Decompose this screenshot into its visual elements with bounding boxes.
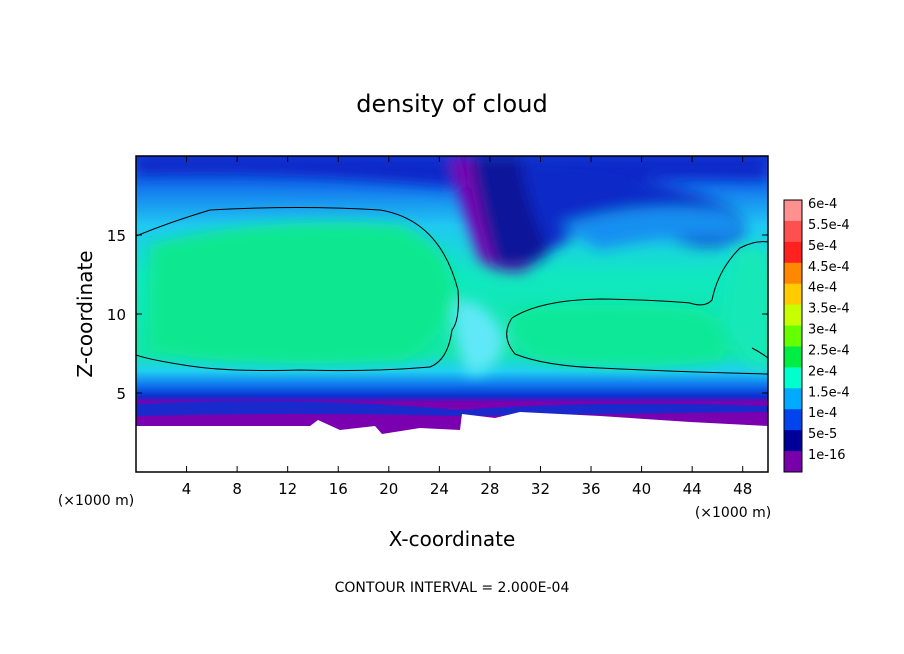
- x-tick-label: 12: [278, 480, 297, 498]
- x-tick-label: 48: [733, 480, 752, 498]
- x-tick-label: 40: [632, 480, 651, 498]
- colorbar-swatch: [784, 241, 802, 264]
- x-unit-label-right: (×1000 m): [695, 505, 771, 521]
- x-tick-label: 8: [232, 480, 242, 498]
- x-tick-group: 4 8 12 16 20 24 28 32 36 40 44 48: [182, 156, 752, 498]
- colorbar-swatch: [784, 367, 802, 389]
- x-tick-label: 16: [329, 480, 348, 498]
- colorbar-swatch: [784, 346, 802, 368]
- colorbar-label: 4e-4: [808, 281, 837, 296]
- y-axis-label: Z-coordinate: [73, 250, 97, 377]
- colorbar-swatch: [784, 304, 802, 327]
- colorbar-swatch: [784, 283, 802, 306]
- colorbar-label: 2.5e-4: [808, 343, 850, 358]
- colorbar-swatch: [784, 430, 802, 452]
- colorbar-label: 1e-4: [808, 406, 837, 421]
- x-unit-label-left: (×1000 m): [58, 493, 134, 509]
- heatmap-field: [136, 156, 768, 472]
- contour-interval-label: CONTOUR INTERVAL = 2.000E-04: [335, 580, 570, 596]
- colorbar-label: 5.5e-4: [808, 218, 850, 233]
- x-tick-label: 44: [683, 480, 702, 498]
- colorbar-label: 6e-4: [808, 197, 837, 212]
- colorbar-swatch: [784, 451, 802, 473]
- colorbar-label: 3e-4: [808, 323, 837, 338]
- y-tick-label: 5: [116, 385, 126, 403]
- x-tick-label: 20: [379, 480, 398, 498]
- colorbar-swatch: [784, 220, 802, 243]
- x-axis-label: X-coordinate: [389, 527, 516, 551]
- chart-title: density of cloud: [356, 90, 547, 118]
- x-tick-label: 24: [430, 480, 449, 498]
- colorbar-swatch: [784, 325, 802, 347]
- colorbar-label: 5e-5: [808, 427, 837, 442]
- colorbar-label: 4.5e-4: [808, 260, 850, 275]
- y-tick-group: 5 10 15: [107, 227, 768, 403]
- colorbar-label: 1.5e-4: [808, 385, 850, 400]
- colorbar-swatch: [784, 200, 802, 222]
- colorbar-label: 5e-4: [808, 239, 837, 254]
- colorbar-swatch: [784, 409, 802, 431]
- colorbar-label: 3.5e-4: [808, 302, 850, 317]
- x-tick-label: 32: [531, 480, 550, 498]
- y-tick-label: 15: [107, 227, 126, 245]
- x-tick-label: 4: [182, 480, 192, 498]
- x-tick-label: 36: [581, 480, 600, 498]
- colorbar-swatch: [784, 388, 802, 410]
- y-tick-label: 10: [107, 306, 126, 324]
- colorbar-label: 1e-16: [808, 448, 846, 463]
- colorbar-label: 2e-4: [808, 364, 837, 379]
- x-tick-label: 28: [480, 480, 499, 498]
- colorbar: 6e-4 5.5e-4 5e-4 4.5e-4 4e-4 3.5e-4 3e-4 2.5e-4…: [783, 197, 850, 473]
- colorbar-frame: [783, 199, 803, 473]
- colorbar-swatch: [784, 262, 802, 285]
